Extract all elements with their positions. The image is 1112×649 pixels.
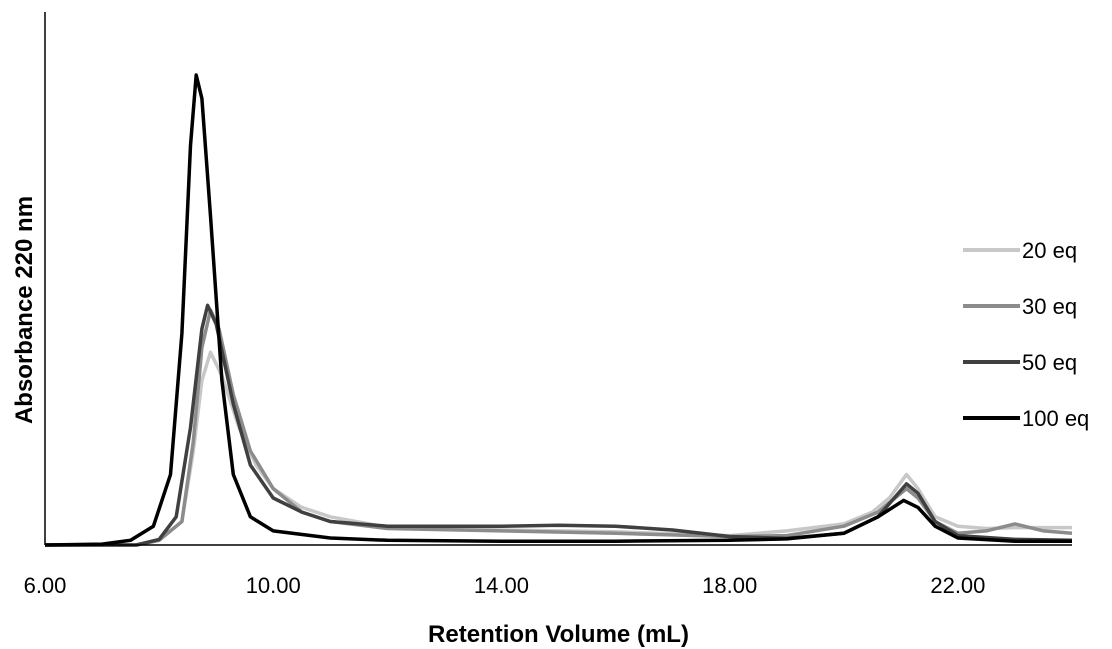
legend-label: 100 eq: [1022, 406, 1089, 431]
legend-label: 50 eq: [1022, 350, 1077, 375]
legend-label: 20 eq: [1022, 238, 1077, 263]
series-line: [45, 303, 1073, 547]
x-tick-label: 6.00: [24, 573, 67, 598]
x-tick-label: 22.00: [930, 573, 985, 598]
y-axis-title: Absorbance 220 nm: [11, 196, 38, 424]
x-tick-label: 18.00: [702, 573, 757, 598]
series-line: [44, 73, 1072, 547]
x-axis-title: Retention Volume (mL): [428, 621, 689, 648]
x-axis-ticks: 6.00 10.00 14.00 18.00 22.00: [24, 573, 986, 598]
x-tick-label: 10.00: [246, 573, 301, 598]
legend: 20 eq 30 eq 50 eq 100 eq: [963, 238, 1089, 431]
x-tick-label: 14.00: [474, 573, 529, 598]
legend-label: 30 eq: [1022, 294, 1077, 319]
series-lines: [44, 73, 1073, 547]
